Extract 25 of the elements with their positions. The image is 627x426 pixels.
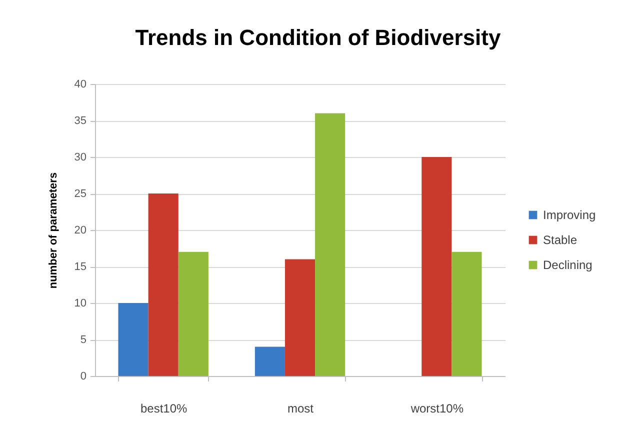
bar [284, 259, 316, 376]
x-tick-label: most [287, 402, 314, 416]
y-tick-label: 15 [74, 261, 86, 273]
bar [254, 346, 285, 376]
bar [148, 194, 178, 376]
chart-title: Trends in Condition of Biodiversity [135, 25, 502, 50]
legend-label: Stable [543, 233, 578, 247]
y-axis-title: number of parameters [47, 172, 60, 289]
x-tick-label: worst10% [410, 402, 464, 416]
y-tick-label: 30 [74, 152, 86, 164]
bar [422, 157, 452, 376]
bar [118, 303, 148, 376]
bar [315, 113, 346, 376]
y-tick-label: 40 [74, 78, 86, 90]
legend-label: Declining [543, 258, 592, 272]
legend-label: Improving [543, 208, 596, 222]
y-tick-label: 20 [74, 224, 86, 236]
y-tick-label: 0 [80, 370, 86, 382]
y-tick-label: 5 [80, 334, 86, 346]
bar [178, 252, 208, 376]
y-tick-label: 10 [74, 298, 86, 310]
y-tick-label: 35 [74, 115, 86, 127]
x-tick-label: best10% [140, 402, 188, 416]
bar [452, 252, 482, 376]
y-tick-label: 25 [74, 188, 86, 200]
